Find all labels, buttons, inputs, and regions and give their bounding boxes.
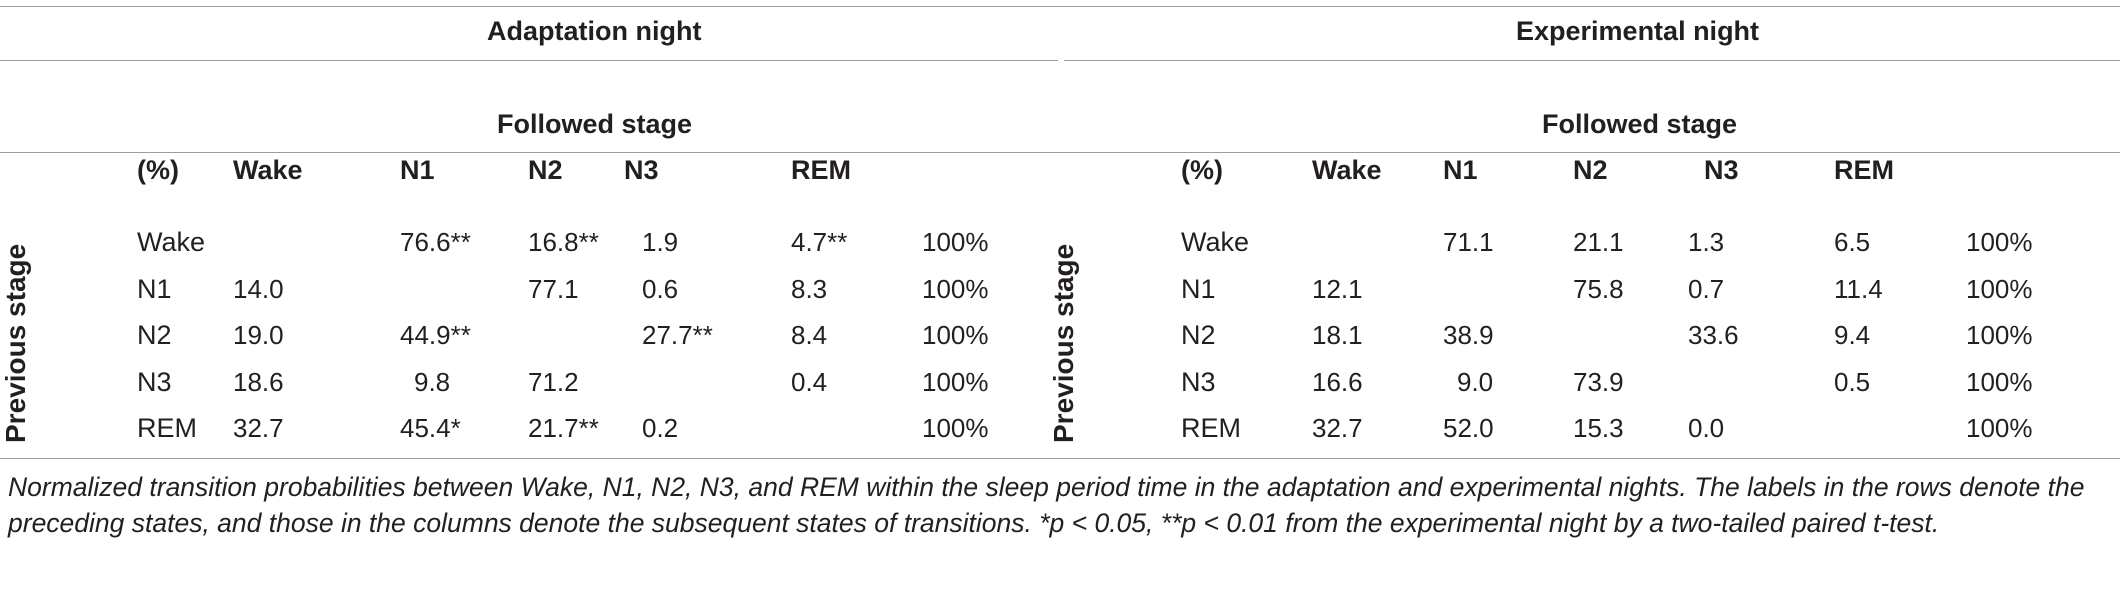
experimental-row-label: N3 <box>1181 367 1216 397</box>
adaptation-cell: 1.9 <box>642 227 679 257</box>
adaptation-row-label: N3 <box>137 367 172 397</box>
experimental-cell: 16.6 <box>1312 367 1363 397</box>
experimental-header-wake: Wake <box>1312 155 1382 185</box>
adaptation-cell: 8.4 <box>791 320 828 350</box>
experimental-cell: 75.8 <box>1573 274 1624 304</box>
experimental-cell: 52.0 <box>1443 413 1494 443</box>
header-bottom-rule <box>0 152 2120 153</box>
adaptation-row-label: Wake <box>137 227 206 257</box>
experimental-title: Experimental night <box>1516 16 1760 46</box>
experimental-previous-stage: Previous stage <box>1048 243 1079 443</box>
adaptation-cell: 21.7** <box>528 413 599 443</box>
experimental-cell: 11.4 <box>1834 274 1883 304</box>
experimental-cell: 0.7 <box>1688 274 1725 304</box>
adaptation-cell: 0.2 <box>642 413 679 443</box>
experimental-cell: 38.9 <box>1443 320 1494 350</box>
experimental-header-n1: N1 <box>1443 155 1478 185</box>
adaptation-cell: 77.1 <box>528 274 579 304</box>
experimental-cell: 1.3 <box>1688 227 1725 257</box>
top-rule <box>0 6 2120 7</box>
adaptation-cell: 0.6 <box>642 274 679 304</box>
adaptation-cell: 27.7** <box>642 320 713 350</box>
experimental-cell: 15.3 <box>1573 413 1624 443</box>
adaptation-cell: 4.7** <box>791 227 848 257</box>
adaptation-row-label: N1 <box>137 274 172 304</box>
adaptation-row-total: 100% <box>922 274 989 304</box>
adaptation-header-unit: (%) <box>137 155 179 185</box>
experimental-cell: 0.5 <box>1834 367 1871 397</box>
experimental-cell: 0.0 <box>1688 413 1725 443</box>
experimental-cell: 21.1 <box>1573 227 1624 257</box>
adaptation-header-n3: N3 <box>624 155 659 185</box>
adaptation-previous-stage: Previous stage <box>0 243 31 443</box>
adaptation-cell: 0.4 <box>791 367 828 397</box>
experimental-cell: 12.1 <box>1312 274 1363 304</box>
experimental-cell: 6.5 <box>1834 227 1871 257</box>
adaptation-row-label: N2 <box>137 320 172 350</box>
adaptation-cell: 76.6** <box>400 227 471 257</box>
experimental-cell: 9.0 <box>1457 367 1494 397</box>
experimental-header-rem: REM <box>1834 155 1894 185</box>
experimental-header-unit: (%) <box>1181 155 1223 185</box>
experimental-cell: 33.6 <box>1688 320 1739 350</box>
adaptation-cell: 19.0 <box>233 320 284 350</box>
experimental-cell: 32.7 <box>1312 413 1363 443</box>
adaptation-title-rule <box>0 60 1058 61</box>
experimental-title-rule <box>1064 60 2120 61</box>
adaptation-cell: 18.6 <box>233 367 284 397</box>
experimental-row-total: 100% <box>1966 367 2033 397</box>
experimental-row-total: 100% <box>1966 227 2033 257</box>
adaptation-cell: 32.7 <box>233 413 284 443</box>
experimental-cell: 18.1 <box>1312 320 1363 350</box>
experimental-cell: 71.1 <box>1443 227 1494 257</box>
adaptation-cell: 8.3 <box>791 274 828 304</box>
adaptation-cell: 9.8 <box>414 367 451 397</box>
experimental-header-n2: N2 <box>1573 155 1608 185</box>
adaptation-row-total: 100% <box>922 227 989 257</box>
adaptation-row-total: 100% <box>922 367 989 397</box>
adaptation-header-n1: N1 <box>400 155 435 185</box>
experimental-cell: 9.4 <box>1834 320 1871 350</box>
experimental-row-label: N2 <box>1181 320 1216 350</box>
adaptation-header-n2: N2 <box>528 155 563 185</box>
adaptation-cell: 14.0 <box>233 274 284 304</box>
experimental-row-label: REM <box>1181 413 1241 443</box>
experimental-row-total: 100% <box>1966 413 2033 443</box>
adaptation-header-rem: REM <box>791 155 851 185</box>
adaptation-cell: 16.8** <box>528 227 599 257</box>
experimental-row-label: N1 <box>1181 274 1216 304</box>
adaptation-cell: 44.9** <box>400 320 471 350</box>
table-bottom-rule <box>0 458 2120 459</box>
adaptation-row-total: 100% <box>922 320 989 350</box>
experimental-row-total: 100% <box>1966 320 2033 350</box>
adaptation-header-wake: Wake <box>233 155 303 185</box>
experimental-followed-stage: Followed stage <box>1542 109 1738 139</box>
table-caption: Normalized transition probabilities betw… <box>8 472 2085 538</box>
experimental-header-n3: N3 <box>1704 155 1739 185</box>
experimental-row-label: Wake <box>1181 227 1250 257</box>
adaptation-followed-stage: Followed stage <box>497 109 693 139</box>
experimental-cell: 73.9 <box>1573 367 1624 397</box>
adaptation-cell: 71.2 <box>528 367 579 397</box>
adaptation-title: Adaptation night <box>487 16 702 46</box>
adaptation-cell: 45.4* <box>400 413 461 443</box>
adaptation-row-total: 100% <box>922 413 989 443</box>
experimental-row-total: 100% <box>1966 274 2033 304</box>
adaptation-row-label: REM <box>137 413 197 443</box>
